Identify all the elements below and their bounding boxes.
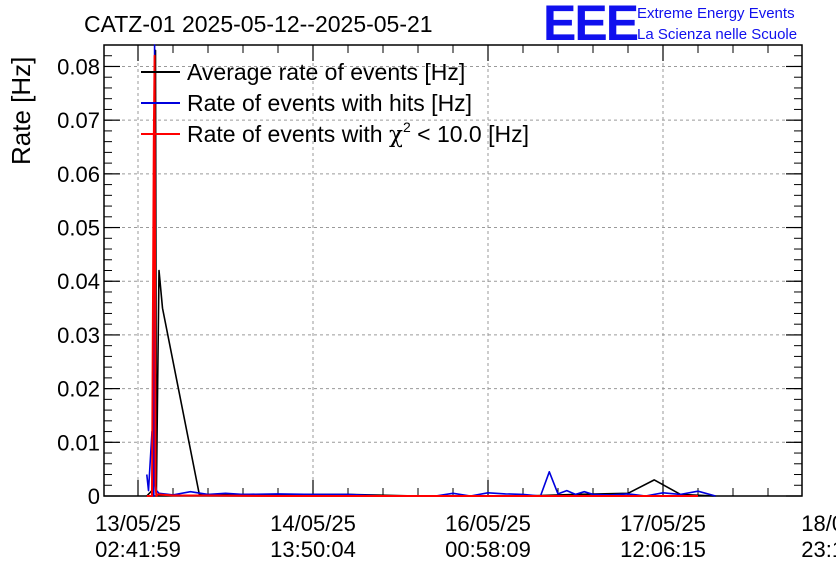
x-tick-label-time: 00:58:09 [445, 537, 531, 562]
eee-logo-text: EEE [543, 0, 638, 51]
legend-label-hits: Rate of events with hits [Hz] [187, 90, 472, 116]
y-tick-label: 0.07 [57, 108, 100, 133]
y-axis-label: Rate [Hz] [6, 57, 36, 165]
x-tick-label-time: 12:06:15 [620, 537, 706, 562]
x-tick-label-date: 13/05/25 [95, 511, 181, 536]
x-tick-label-date: 16/05/25 [445, 511, 531, 536]
axis-ticks [104, 44, 802, 497]
legend-label-chi2: Rate of events with χ2 < 10.0 [Hz] [187, 119, 529, 148]
x-tick-label-date: 14/05/25 [270, 511, 356, 536]
eee-logo: EEE Extreme Energy Events La Scienza nel… [543, 0, 797, 51]
y-tick-label: 0.02 [57, 377, 100, 402]
x-tick-label-time: 23:14:2 [801, 537, 836, 562]
y-tick-label: 0.06 [57, 162, 100, 187]
y-tick-label: 0.08 [57, 54, 100, 79]
y-tick-label: 0.04 [57, 269, 100, 294]
x-tick-label-time: 02:41:59 [95, 537, 181, 562]
x-tick-label-time: 13:50:04 [270, 537, 356, 562]
legend: Average rate of events [Hz] Rate of even… [141, 59, 529, 148]
y-tick-label: 0.05 [57, 216, 100, 241]
data-series [146, 44, 716, 497]
x-tick-label-date: 18/05/2 [801, 511, 836, 536]
chart-title: CATZ-01 2025-05-12--2025-05-21 [84, 11, 433, 37]
y-tick-label: 0 [88, 484, 100, 509]
y-tick-labels: 0 0.01 0.02 0.03 0.04 0.05 0.06 0.07 0.08 [57, 54, 100, 509]
legend-label-average: Average rate of events [Hz] [187, 59, 465, 85]
grid [104, 45, 802, 496]
eee-logo-line-2: La Scienza nelle Scuole [637, 26, 797, 43]
x-tick-label-date: 17/05/25 [620, 511, 706, 536]
y-tick-label: 0.03 [57, 323, 100, 348]
y-tick-label: 0.01 [57, 430, 100, 455]
series-chi2-rate [146, 54, 698, 497]
series-average-rate [146, 49, 716, 497]
eee-logo-line-1: Extreme Energy Events [637, 5, 795, 22]
